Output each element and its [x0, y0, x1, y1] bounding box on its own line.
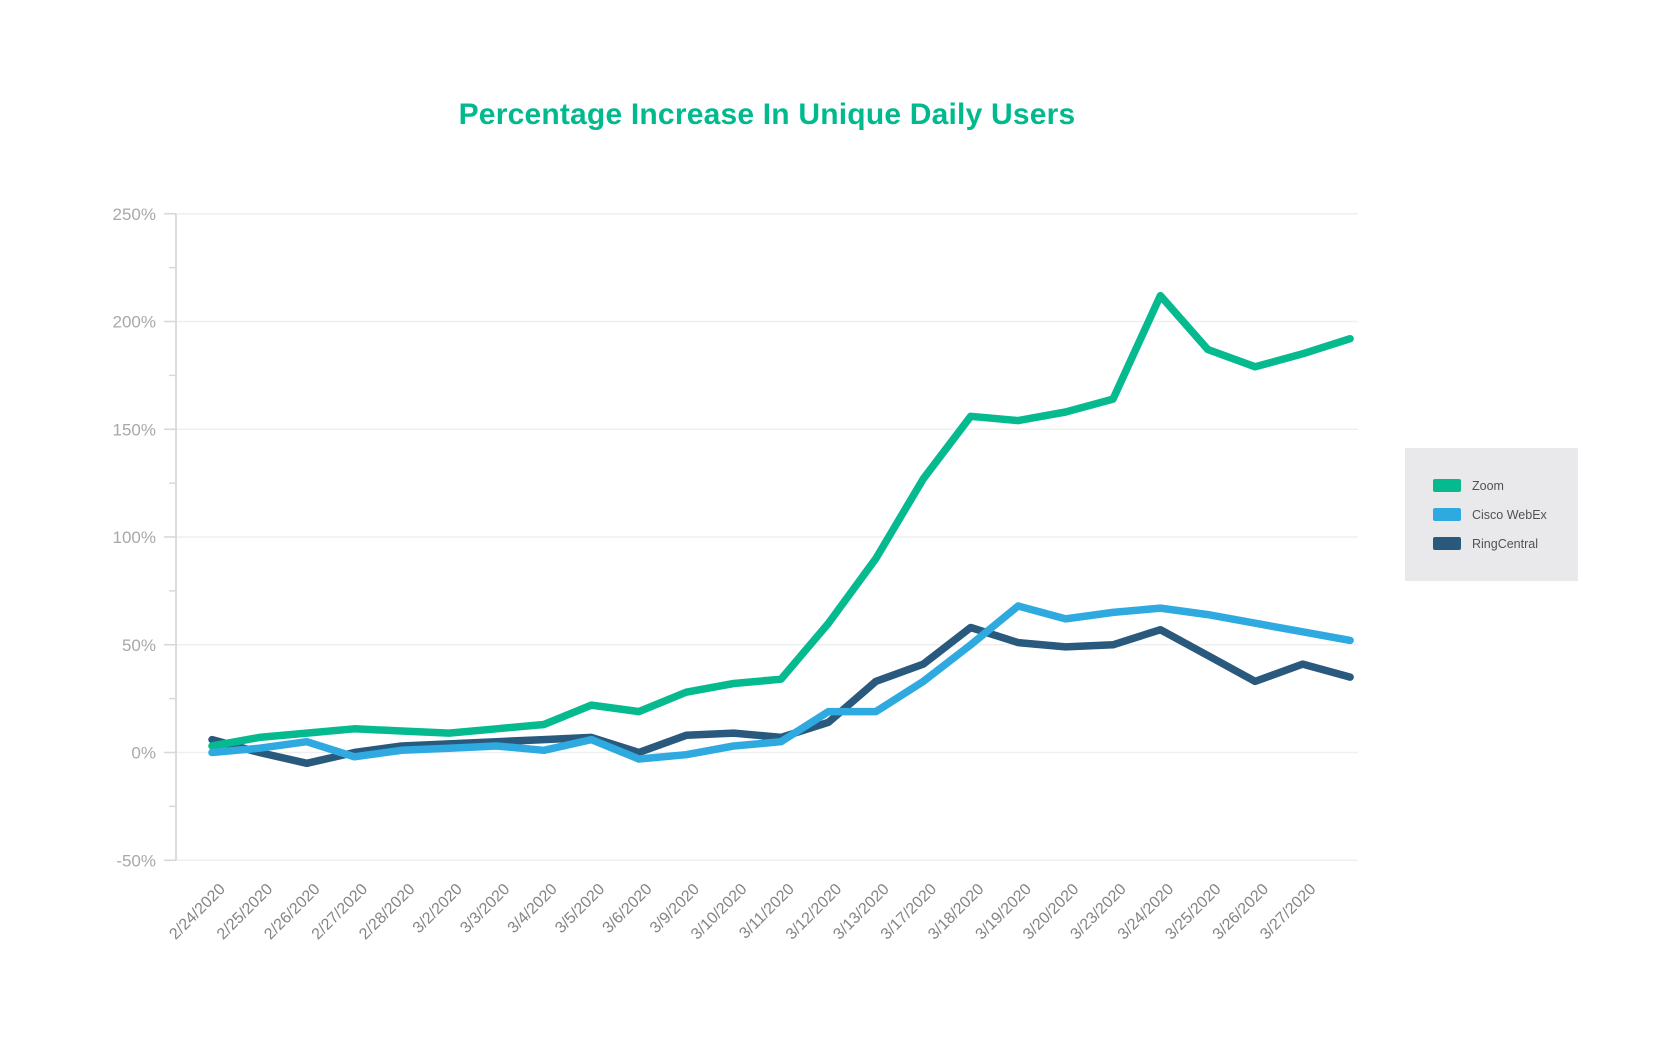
x-tick-label: 3/2/2020: [410, 881, 466, 937]
x-tick-label: 3/4/2020: [505, 881, 561, 937]
x-tick-label: 3/5/2020: [552, 881, 608, 937]
y-tick-label: 150%: [113, 420, 156, 439]
legend-item-ringcentral: RingCentral: [1433, 537, 1578, 551]
y-tick-label: 100%: [113, 528, 156, 547]
legend: Zoom Cisco WebEx RingCentral: [1405, 448, 1578, 581]
x-tick-label: 3/6/2020: [600, 881, 656, 937]
x-tick-label: 3/3/2020: [457, 881, 513, 937]
legend-swatch-ringcentral: [1433, 537, 1461, 550]
series-line-zoom: [208, 291, 1354, 750]
legend-swatch-cisco-webex: [1433, 508, 1461, 521]
legend-swatch-zoom: [1433, 479, 1461, 492]
legend-label-zoom: Zoom: [1472, 478, 1504, 493]
legend-label-ringcentral: RingCentral: [1472, 536, 1539, 551]
y-tick-label: 50%: [122, 636, 156, 655]
y-tick-label: 250%: [113, 205, 156, 224]
legend-item-cisco-webex: Cisco WebEx: [1433, 508, 1578, 522]
series-line-cisco-webex: [208, 602, 1354, 763]
y-tick-label: 0%: [131, 744, 156, 763]
chart-title: Percentage Increase In Unique Daily User…: [458, 98, 1076, 131]
legend-label-cisco-webex: Cisco WebEx: [1472, 507, 1547, 522]
legend-item-zoom: Zoom: [1433, 479, 1578, 493]
y-tick-label: 200%: [113, 313, 156, 332]
y-tick-label: -50%: [116, 851, 156, 870]
